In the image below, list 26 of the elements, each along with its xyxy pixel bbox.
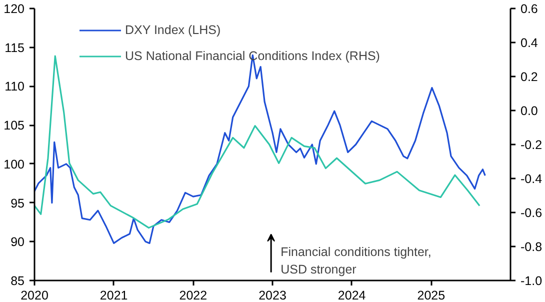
x-tick-label: 2020 bbox=[20, 288, 48, 302]
y-tick-label: 120 bbox=[4, 2, 25, 16]
y2-tick-label: -0.8 bbox=[520, 240, 542, 254]
x-tick-label: 2025 bbox=[417, 288, 446, 302]
y2-tick-label: 0.0 bbox=[520, 104, 538, 118]
x-tick-label: 2022 bbox=[179, 288, 208, 302]
legend-label: DXY Index (LHS) bbox=[125, 23, 221, 37]
y2-tick-label: 0.6 bbox=[520, 2, 538, 16]
y-tick-label: 85 bbox=[10, 274, 25, 288]
y2-tick-label: 0.2 bbox=[520, 70, 538, 84]
y2-tick-label: -0.2 bbox=[520, 138, 542, 152]
legend-label: US National Financial Conditions Index (RHS) bbox=[125, 49, 380, 63]
x-tick-label: 2024 bbox=[338, 288, 366, 302]
x-tick-label: 2021 bbox=[100, 288, 128, 302]
y-tick-label: 105 bbox=[4, 118, 25, 133]
y-tick-label: 115 bbox=[4, 40, 25, 55]
y2-tick-label: 0.4 bbox=[520, 36, 538, 50]
annotation: Financial conditions tighter, USD stronger bbox=[280, 244, 432, 276]
y2-tick-label: -1.0 bbox=[520, 274, 542, 288]
y-tick-label: 110 bbox=[4, 80, 25, 94]
y-tick-label: 90 bbox=[10, 235, 25, 250]
y-tick-label: 100 bbox=[4, 157, 25, 172]
y2-tick-label: -0.6 bbox=[520, 206, 542, 220]
y-tick-label: 95 bbox=[10, 196, 25, 210]
y2-tick-label: -0.4 bbox=[520, 172, 542, 186]
x-tick-label: 2023 bbox=[258, 288, 286, 302]
